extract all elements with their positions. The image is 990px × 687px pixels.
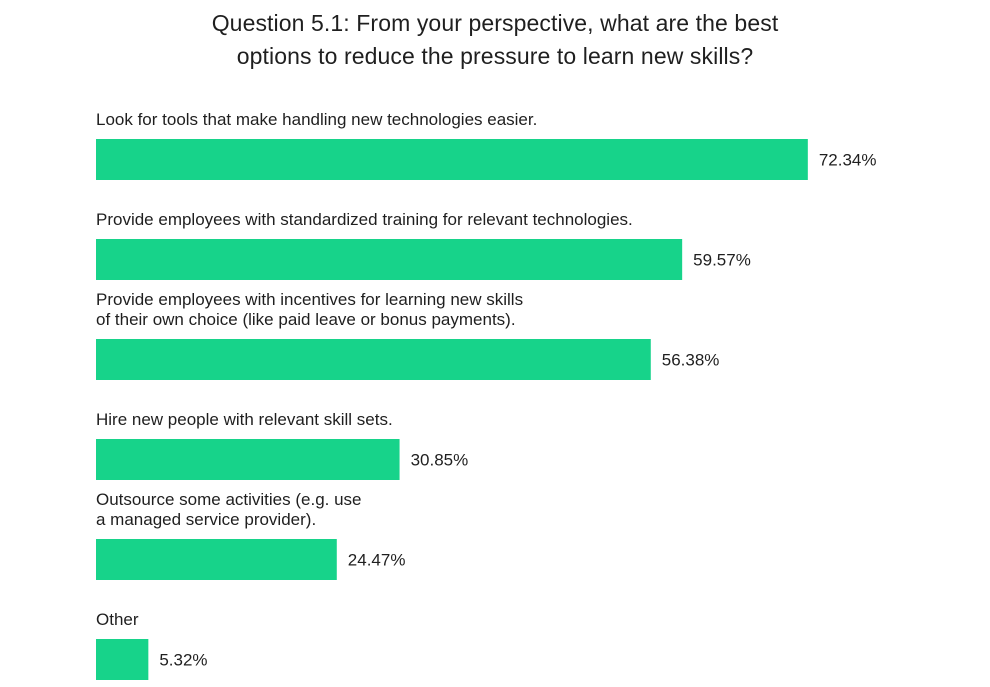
- category-label: Other: [96, 610, 139, 629]
- bar: [96, 539, 337, 580]
- bar: [96, 339, 651, 380]
- value-label: 5.32%: [159, 651, 207, 670]
- category-label: of their own choice (like paid leave or …: [96, 310, 516, 329]
- category-label: Look for tools that make handling new te…: [96, 110, 537, 129]
- chart-title-line-1: Question 5.1: From your perspective, wha…: [211, 10, 779, 36]
- bar-group: Provide employees with incentives for le…: [96, 290, 719, 380]
- category-label: Provide employees with incentives for le…: [96, 290, 523, 309]
- bar-group: Hire new people with relevant skill sets…: [96, 410, 468, 480]
- chart-title: Question 5.1: From your perspective, wha…: [0, 7, 990, 73]
- category-label: Provide employees with standardized trai…: [96, 210, 633, 229]
- category-label: Outsource some activities (e.g. use: [96, 490, 362, 509]
- value-label: 72.34%: [819, 151, 877, 170]
- value-label: 30.85%: [411, 451, 469, 470]
- category-label: a managed service provider).: [96, 510, 316, 529]
- bar-group: Provide employees with standardized trai…: [96, 210, 751, 280]
- chart-title-line-2: options to reduce the pressure to learn …: [236, 43, 754, 69]
- bar: [96, 439, 400, 480]
- bar: [96, 139, 808, 180]
- value-label: 24.47%: [348, 551, 406, 570]
- bar-group: Look for tools that make handling new te…: [96, 110, 876, 180]
- bar-group: Other 5.32%: [96, 610, 208, 680]
- bar: [96, 239, 683, 280]
- bar: [96, 639, 149, 680]
- value-label: 56.38%: [662, 351, 720, 370]
- category-label: Hire new people with relevant skill sets…: [96, 410, 393, 429]
- value-label: 59.57%: [693, 251, 751, 270]
